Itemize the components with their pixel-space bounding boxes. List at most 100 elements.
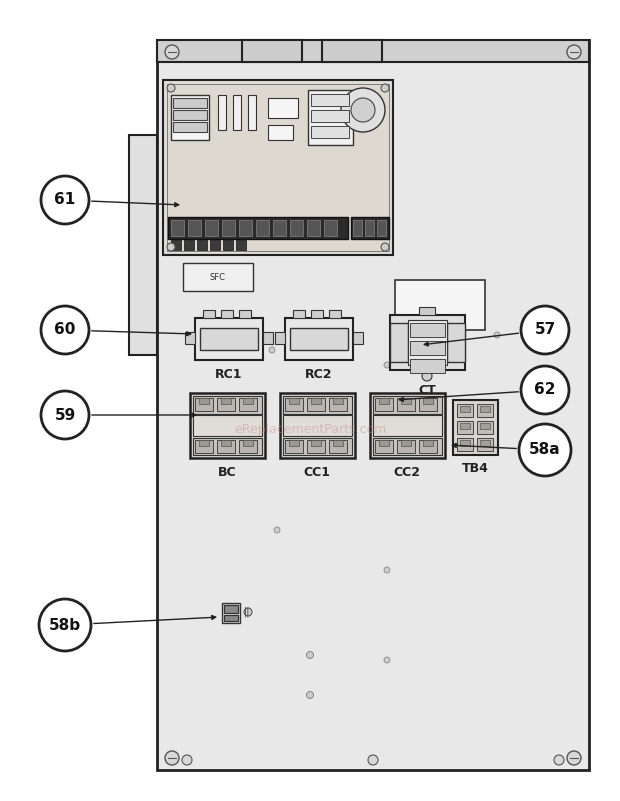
Bar bbox=[477, 421, 493, 434]
Bar bbox=[199, 440, 209, 446]
Bar bbox=[419, 440, 437, 453]
Circle shape bbox=[39, 599, 91, 651]
Bar bbox=[197, 240, 207, 250]
Bar bbox=[239, 440, 257, 453]
Bar bbox=[390, 323, 408, 362]
Circle shape bbox=[351, 98, 375, 122]
Text: CC2: CC2 bbox=[394, 465, 420, 478]
Circle shape bbox=[244, 608, 252, 616]
Bar bbox=[275, 332, 285, 344]
Bar bbox=[395, 280, 485, 330]
Bar bbox=[410, 341, 445, 355]
Circle shape bbox=[384, 362, 390, 368]
Bar bbox=[283, 396, 352, 414]
Bar bbox=[193, 415, 262, 436]
Bar bbox=[373, 438, 442, 455]
Bar bbox=[173, 122, 207, 132]
Circle shape bbox=[41, 306, 89, 354]
Bar bbox=[460, 406, 470, 412]
Bar bbox=[375, 398, 393, 411]
Bar bbox=[168, 217, 348, 239]
Bar bbox=[480, 406, 490, 412]
Bar bbox=[233, 95, 241, 130]
Circle shape bbox=[269, 347, 275, 353]
Bar bbox=[307, 398, 325, 411]
Bar bbox=[397, 440, 415, 453]
Bar bbox=[370, 393, 445, 458]
Circle shape bbox=[567, 45, 581, 59]
Bar bbox=[217, 440, 235, 453]
Circle shape bbox=[41, 391, 89, 439]
Bar bbox=[293, 310, 305, 318]
Bar bbox=[423, 398, 433, 404]
Bar bbox=[480, 440, 490, 446]
Bar bbox=[307, 440, 325, 453]
Text: ||: || bbox=[244, 606, 250, 618]
Bar bbox=[390, 315, 465, 370]
Bar bbox=[329, 310, 341, 318]
Text: CT: CT bbox=[418, 384, 436, 396]
Text: 59: 59 bbox=[55, 408, 76, 422]
Bar bbox=[307, 220, 320, 236]
Bar bbox=[239, 220, 252, 236]
Bar bbox=[268, 125, 293, 140]
Bar bbox=[280, 393, 355, 458]
Bar bbox=[457, 404, 473, 417]
Circle shape bbox=[384, 657, 390, 663]
Text: 57: 57 bbox=[534, 323, 556, 337]
Bar bbox=[410, 359, 445, 373]
Circle shape bbox=[167, 84, 175, 92]
Bar bbox=[221, 310, 233, 318]
Bar bbox=[199, 398, 209, 404]
Bar bbox=[329, 398, 347, 411]
Bar bbox=[167, 84, 389, 251]
Bar bbox=[410, 323, 445, 337]
Bar bbox=[173, 98, 207, 108]
Bar bbox=[157, 40, 589, 770]
Circle shape bbox=[494, 332, 500, 338]
Bar bbox=[285, 440, 303, 453]
Bar bbox=[408, 320, 447, 365]
Bar bbox=[185, 332, 195, 344]
Bar bbox=[163, 80, 393, 255]
Bar bbox=[373, 415, 442, 436]
Bar bbox=[221, 398, 231, 404]
Text: TB4: TB4 bbox=[461, 462, 489, 476]
Bar bbox=[188, 220, 201, 236]
Text: RC1: RC1 bbox=[215, 368, 243, 380]
Bar bbox=[224, 605, 238, 613]
Bar bbox=[193, 438, 262, 455]
Bar bbox=[322, 40, 382, 62]
Bar bbox=[256, 220, 269, 236]
Bar bbox=[477, 404, 493, 417]
Bar bbox=[289, 398, 299, 404]
Bar bbox=[239, 398, 257, 411]
Bar bbox=[311, 126, 349, 138]
Circle shape bbox=[167, 243, 175, 251]
Bar bbox=[397, 398, 415, 411]
Circle shape bbox=[519, 424, 571, 476]
Bar bbox=[183, 263, 253, 291]
Circle shape bbox=[306, 691, 314, 698]
Bar bbox=[375, 440, 393, 453]
Bar bbox=[210, 240, 220, 250]
Text: 62: 62 bbox=[534, 383, 556, 397]
Text: SFC: SFC bbox=[210, 272, 226, 281]
Bar bbox=[190, 393, 265, 458]
Bar bbox=[477, 438, 493, 451]
Bar bbox=[373, 396, 442, 414]
Bar bbox=[290, 328, 348, 350]
Bar bbox=[224, 615, 238, 621]
Text: 58b: 58b bbox=[49, 618, 81, 633]
Bar bbox=[218, 95, 226, 130]
Bar bbox=[263, 332, 273, 344]
Text: CC1: CC1 bbox=[304, 465, 330, 478]
Bar bbox=[460, 440, 470, 446]
Bar bbox=[195, 440, 213, 453]
Bar bbox=[217, 398, 235, 411]
Bar bbox=[157, 40, 589, 62]
Bar bbox=[195, 318, 263, 360]
Bar bbox=[333, 440, 343, 446]
Circle shape bbox=[306, 651, 314, 658]
Bar bbox=[171, 240, 181, 250]
